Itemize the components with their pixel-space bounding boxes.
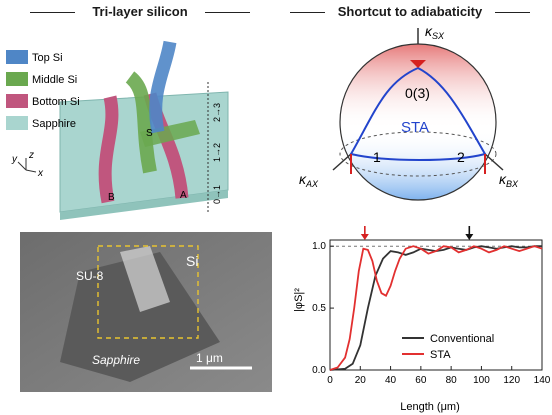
top-si bbox=[149, 40, 177, 134]
kbx-label: κBX bbox=[499, 171, 519, 189]
legend-swatch-middle-si bbox=[6, 72, 28, 86]
waveguide-label-s: S bbox=[146, 128, 153, 139]
sem-image: Si SU-8 Sapphire 1 μm bbox=[20, 232, 272, 392]
ksx-kappa: κ bbox=[425, 23, 433, 39]
kax-label: κAX bbox=[299, 171, 319, 189]
axis-x-label: x bbox=[37, 168, 44, 179]
sta-label: STA bbox=[401, 119, 429, 136]
chart-ylabel: |φS|² bbox=[293, 288, 305, 312]
chart-legend: Conventional STA bbox=[402, 333, 494, 361]
sphere-equator bbox=[339, 131, 497, 177]
panel-title-right: Shortcut to adiabaticity bbox=[337, 4, 483, 19]
legend-swatch-top-si bbox=[6, 50, 28, 64]
ytick-label-0: 0.0 bbox=[312, 365, 326, 376]
waveguide-label-b: B bbox=[108, 192, 115, 203]
legend-label-middle-si: Middle Si bbox=[32, 74, 77, 86]
state-arrow-top bbox=[410, 60, 426, 68]
bottom-si-b bbox=[98, 95, 119, 204]
kax-kappa: κ bbox=[299, 171, 307, 187]
panel-title-left: Tri-layer silicon bbox=[92, 4, 188, 19]
stage-label-0-1: 0→1 bbox=[212, 185, 222, 204]
legend-label-conventional: Conventional bbox=[430, 333, 494, 345]
title-rule-right-a bbox=[290, 12, 325, 13]
point-0-3-label: 0(3) bbox=[405, 85, 430, 101]
xtick-label-60: 60 bbox=[415, 375, 427, 386]
axis-z-label: z bbox=[28, 150, 34, 161]
kbx-kappa: κ bbox=[499, 171, 507, 187]
title-rule-right-b bbox=[495, 12, 530, 13]
legend-label-top-si: Top Si bbox=[32, 52, 63, 64]
xtick-label-20: 20 bbox=[355, 375, 367, 386]
axis-y-line bbox=[17, 161, 27, 171]
sem-scalebar-label: 1 μm bbox=[196, 351, 223, 365]
sem-su8-block bbox=[60, 252, 220, 382]
sem-label-si: Si bbox=[186, 253, 198, 269]
kbx-subscript: BX bbox=[506, 179, 519, 189]
bloch-sphere: κSX κAX κBX 0(3) 1 2 STA bbox=[299, 23, 519, 201]
middle-si bbox=[125, 71, 157, 174]
waveguide-label-a: A bbox=[180, 190, 187, 201]
axis-x-line bbox=[25, 169, 37, 173]
legend-swatch-sapphire bbox=[6, 116, 28, 130]
sem-label-su8: SU-8 bbox=[76, 269, 104, 283]
chart-axes: 0 20 40 60 80 100 120 140 0.0 0.5 1.0 bbox=[312, 239, 551, 386]
layer-legend: Top Si Middle Si Bottom Si Sapphire bbox=[6, 50, 80, 130]
kax-axis bbox=[332, 153, 352, 171]
xtick-label-140: 140 bbox=[534, 375, 551, 386]
sta-path bbox=[349, 66, 487, 161]
legend-label-sapphire: Sapphire bbox=[32, 118, 76, 130]
xtick-label-40: 40 bbox=[385, 375, 397, 386]
sem-region-outline bbox=[97, 245, 199, 339]
xtick-label-120: 120 bbox=[503, 375, 520, 386]
series-line-sta bbox=[329, 245, 543, 371]
sem-label-sapphire: Sapphire bbox=[92, 353, 140, 367]
ksx-subscript: SX bbox=[432, 31, 445, 41]
axis-y-label: y bbox=[11, 154, 18, 165]
stage-label-1-2: 1→2 bbox=[212, 143, 222, 162]
ytick-label-1: 1.0 bbox=[312, 241, 326, 252]
stage-label-2-3: 2→3 bbox=[212, 103, 222, 122]
fidelity-chart: 0 20 40 60 80 100 120 140 0.0 0.5 1.0 Conventional… bbox=[293, 226, 551, 413]
legend-label-bottom-si: Bottom Si bbox=[32, 96, 80, 108]
chart-xlabel: Length (μm) bbox=[400, 401, 460, 413]
xtick-label-0: 0 bbox=[327, 375, 333, 386]
title-rule-left-a bbox=[30, 12, 75, 13]
trilayer-diagram: S B A Top Si Middle Si Bottom Si Sapphir… bbox=[6, 40, 229, 220]
kax-subscript: AX bbox=[305, 179, 319, 189]
point-2-label: 2 bbox=[457, 149, 465, 165]
point-1-label: 1 bbox=[373, 149, 381, 165]
legend-swatch-bottom-si bbox=[6, 94, 28, 108]
chart-series bbox=[329, 245, 543, 371]
marker-arrow-head-0 bbox=[360, 234, 369, 240]
kbx-axis bbox=[484, 153, 504, 171]
chart-markers bbox=[360, 226, 474, 240]
axes-indicator: y z x bbox=[11, 150, 44, 179]
title-rule-left-b bbox=[205, 12, 250, 13]
xtick-label-80: 80 bbox=[446, 375, 458, 386]
marker-arrow-head-1 bbox=[465, 234, 474, 240]
legend-label-sta: STA bbox=[430, 349, 451, 361]
plot-frame bbox=[329, 239, 543, 371]
xtick-label-100: 100 bbox=[473, 375, 490, 386]
stage-ranges: 2→3 1→2 0→1 bbox=[207, 82, 222, 212]
ksx-label: κSX bbox=[425, 23, 445, 41]
middle-si-pad bbox=[140, 120, 200, 147]
ytick-label-0.5: 0.5 bbox=[312, 303, 326, 314]
sem-si-structure bbox=[120, 246, 170, 312]
